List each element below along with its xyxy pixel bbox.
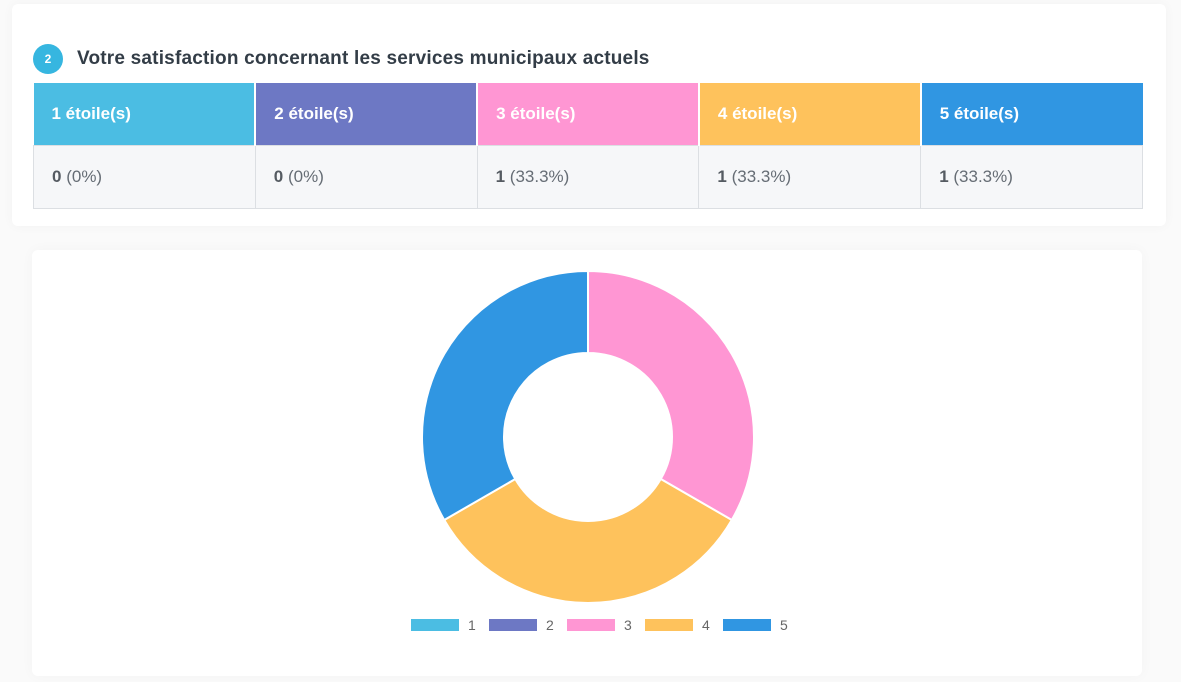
legend-item-3[interactable]: 3 (567, 617, 632, 633)
cell-4-stars: 1 (33.3%) (698, 145, 922, 209)
count-value: 1 (939, 167, 949, 186)
question-number-badge: 2 (33, 44, 63, 74)
slice-3[interactable] (587, 269, 755, 522)
header-5-stars: 5 étoile(s) (920, 83, 1143, 146)
chart-card: 1 2 3 4 5 (32, 250, 1142, 676)
header-2-stars: 2 étoile(s) (255, 83, 479, 146)
legend-label: 1 (468, 617, 476, 633)
header-1-star: 1 étoile(s) (33, 83, 257, 146)
legend-label: 2 (546, 617, 554, 633)
count-value: 1 (495, 167, 506, 186)
question-title: Votre satisfaction concernant les servic… (77, 48, 650, 69)
percent-value: (33.3%) (509, 167, 570, 186)
rating-summary-table: 1 étoile(s) 2 étoile(s) 3 étoile(s) 4 ét… (33, 83, 1143, 209)
cell-5-stars: 1 (33.3%) (920, 145, 1143, 209)
header-4-stars: 4 étoile(s) (698, 83, 922, 146)
question-header: 2 Votre satisfaction concernant les serv… (33, 44, 650, 74)
percent-value: (0%) (66, 167, 103, 186)
cell-2-stars: 0 (0%) (254, 145, 478, 209)
table-row: 0 (0%) 0 (0%) 1 (33.3%) 1 (33.3%) 1 (33.… (33, 145, 1143, 209)
percent-value: (0%) (288, 167, 324, 186)
legend-item-5[interactable]: 5 (723, 617, 788, 633)
legend-swatch (489, 619, 537, 631)
legend-label: 5 (780, 617, 788, 633)
legend-label: 4 (702, 617, 710, 633)
percent-value: (33.3%) (731, 167, 792, 186)
count-value: 1 (717, 167, 727, 186)
count-value: 0 (273, 167, 284, 186)
cell-1-star: 0 (0%) (33, 145, 256, 209)
slice-4[interactable] (442, 477, 734, 604)
legend-item-4[interactable]: 4 (645, 617, 710, 633)
count-value: 0 (52, 167, 62, 186)
cell-3-stars: 1 (33.3%) (476, 145, 700, 209)
legend-swatch (645, 619, 693, 631)
legend-swatch (567, 619, 615, 631)
doughnut-chart: 1 2 3 4 5 (411, 269, 788, 633)
table-header-row: 1 étoile(s) 2 étoile(s) 3 étoile(s) 4 ét… (33, 83, 1143, 146)
legend-item-2[interactable]: 2 (489, 617, 554, 633)
percent-value: (33.3%) (953, 167, 1013, 186)
legend-swatch (723, 619, 771, 631)
header-3-stars: 3 étoile(s) (477, 83, 700, 146)
legend-item-1[interactable]: 1 (411, 617, 476, 633)
legend-swatch (411, 619, 459, 631)
slice-5[interactable] (421, 269, 589, 522)
legend-label: 3 (624, 617, 632, 633)
